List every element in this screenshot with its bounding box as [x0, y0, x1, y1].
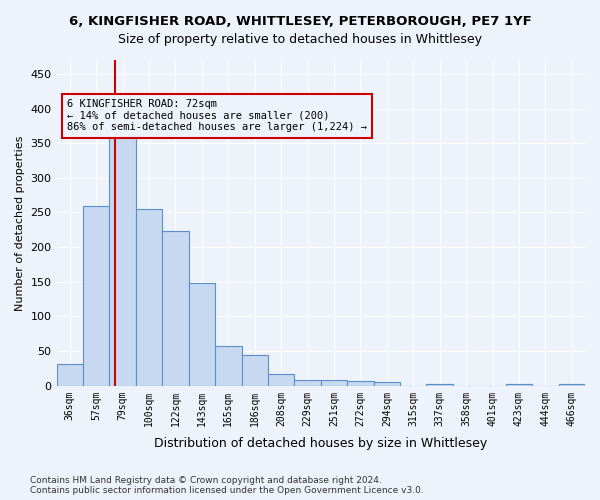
Text: Contains HM Land Registry data © Crown copyright and database right 2024.
Contai: Contains HM Land Registry data © Crown c…: [30, 476, 424, 495]
Bar: [506, 384, 532, 386]
Text: 6, KINGFISHER ROAD, WHITTLESEY, PETERBOROUGH, PE7 1YF: 6, KINGFISHER ROAD, WHITTLESEY, PETERBOR…: [68, 15, 532, 28]
Bar: [83, 206, 109, 386]
Bar: [56, 364, 83, 386]
Bar: [162, 230, 188, 386]
Bar: [295, 380, 321, 386]
Bar: [347, 381, 374, 386]
Bar: [215, 346, 242, 386]
Bar: [321, 380, 347, 386]
Bar: [188, 283, 215, 386]
Y-axis label: Number of detached properties: Number of detached properties: [15, 135, 25, 310]
Bar: [374, 382, 400, 386]
Text: Size of property relative to detached houses in Whittlesey: Size of property relative to detached ho…: [118, 32, 482, 46]
Bar: [268, 374, 295, 386]
Text: 6 KINGFISHER ROAD: 72sqm
← 14% of detached houses are smaller (200)
86% of semi-: 6 KINGFISHER ROAD: 72sqm ← 14% of detach…: [67, 99, 367, 132]
Bar: [136, 209, 162, 386]
X-axis label: Distribution of detached houses by size in Whittlesey: Distribution of detached houses by size …: [154, 437, 487, 450]
Bar: [109, 135, 136, 386]
Bar: [559, 384, 585, 386]
Bar: [427, 384, 453, 386]
Bar: [242, 354, 268, 386]
